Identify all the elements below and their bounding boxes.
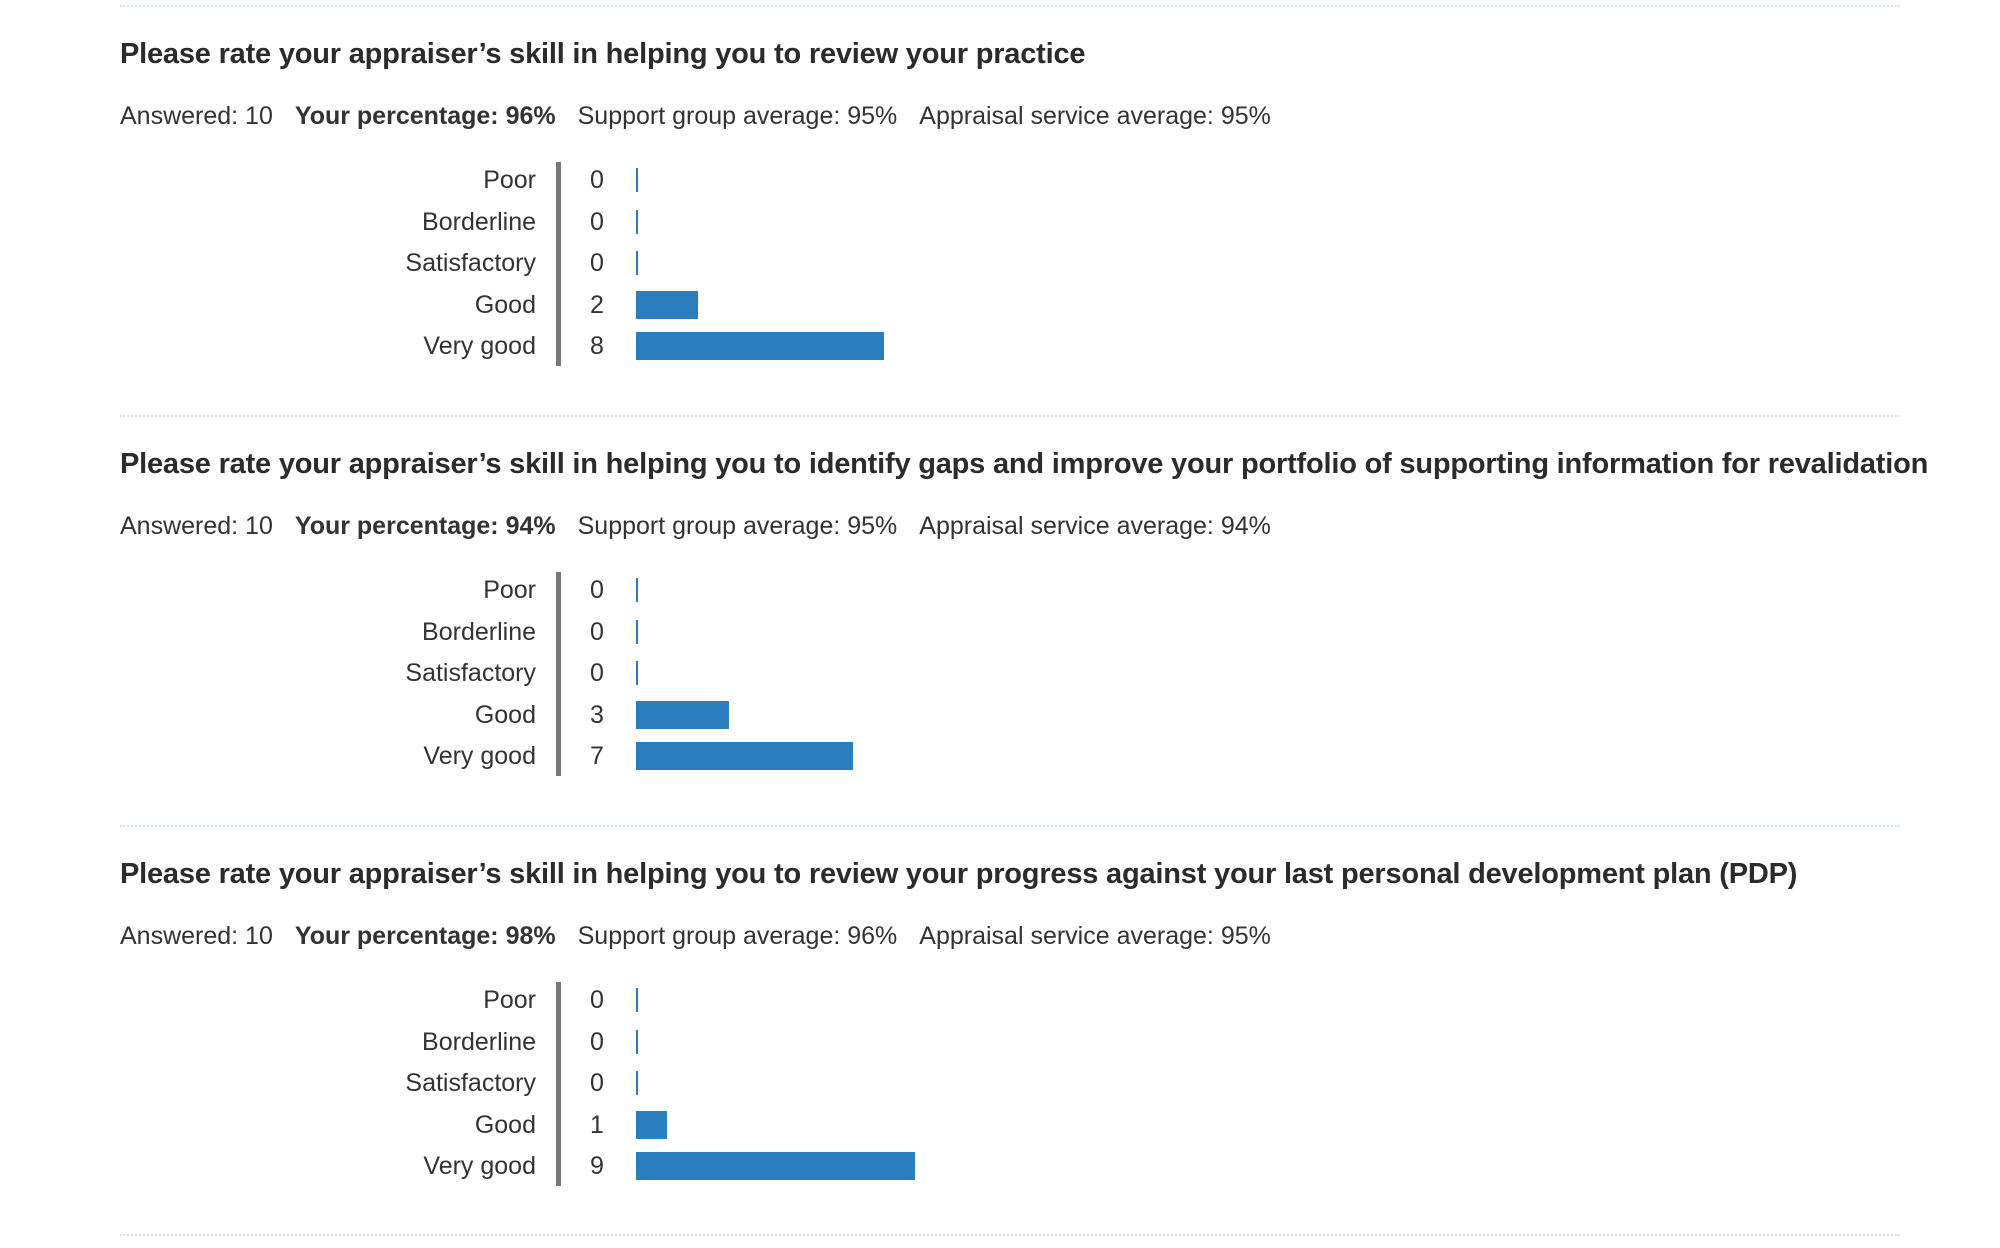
stats-row: Answered: 10 Your percentage: 98% Support … <box>120 922 1293 951</box>
answered-count: Answered: 10 <box>120 102 273 130</box>
section-divider <box>120 415 1900 417</box>
question-title: Please rate your appraiser’s skill in he… <box>120 38 1086 70</box>
category-label: Good <box>474 700 536 729</box>
stats-row: Answered: 10 Your percentage: 94% Support … <box>120 512 1293 541</box>
your-percentage: Your percentage: 98% <box>294 922 556 950</box>
bar <box>636 1152 915 1180</box>
category-label: Poor <box>483 986 536 1014</box>
chart-axis <box>556 982 561 1186</box>
your-percentage: Your percentage: 94% <box>294 512 556 540</box>
count-label: 0 <box>590 986 604 1014</box>
count-label: 7 <box>590 742 604 770</box>
category-label: Satisfactory <box>405 659 536 687</box>
bar <box>636 661 638 685</box>
bar <box>636 332 884 360</box>
bar-chart: Poor 0 Borderline 0 Satisfactory 0 Good 1 Very g… <box>0 980 2000 1190</box>
count-label: 2 <box>590 290 604 319</box>
bar <box>636 251 638 275</box>
bar <box>636 742 853 770</box>
bar-chart: Poor 0 Borderline 0 Satisfactory 0 Good 2 Very g… <box>0 160 2000 370</box>
chart-axis <box>556 572 561 776</box>
your-percentage: Your percentage: 96% <box>294 102 556 130</box>
bar <box>636 1110 667 1139</box>
count-label: 0 <box>590 166 604 194</box>
bar <box>636 700 729 729</box>
appraisal-service-average: Appraisal service average: 94% <box>919 512 1271 540</box>
category-label: Very good <box>423 1152 536 1180</box>
category-label: Poor <box>483 576 536 604</box>
category-label: Very good <box>423 332 536 360</box>
answered-count: Answered: 10 <box>120 512 273 540</box>
category-label: Satisfactory <box>405 249 536 277</box>
category-label: Good <box>474 290 536 319</box>
count-label: 0 <box>590 617 604 646</box>
category-label: Poor <box>483 166 536 194</box>
category-label: Very good <box>423 742 536 770</box>
bar <box>636 1029 638 1054</box>
category-label: Borderline <box>422 1027 536 1056</box>
chart-axis <box>556 162 561 366</box>
appraisal-service-average: Appraisal service average: 95% <box>919 922 1271 950</box>
support-group-average: Support group average: 96% <box>577 922 898 950</box>
support-group-average: Support group average: 95% <box>577 102 898 130</box>
section-divider <box>120 5 1900 7</box>
count-label: 3 <box>590 700 604 729</box>
bar-chart: Poor 0 Borderline 0 Satisfactory 0 Good 3 Very g… <box>0 570 2000 780</box>
category-label: Borderline <box>422 617 536 646</box>
answered-count: Answered: 10 <box>120 922 273 950</box>
stats-row: Answered: 10 Your percentage: 96% Support … <box>120 102 1293 131</box>
category-label: Satisfactory <box>405 1069 536 1097</box>
count-label: 1 <box>590 1110 604 1139</box>
count-label: 0 <box>590 659 604 687</box>
question-title: Please rate your appraiser’s skill in he… <box>120 858 1798 890</box>
bar <box>636 619 638 644</box>
count-label: 0 <box>590 249 604 277</box>
category-label: Good <box>474 1110 536 1139</box>
bar <box>636 1071 638 1095</box>
section-divider <box>120 825 1900 827</box>
bar <box>636 988 638 1012</box>
count-label: 0 <box>590 1027 604 1056</box>
bar <box>636 168 638 192</box>
section-divider <box>120 1234 1900 1236</box>
bar <box>636 209 638 234</box>
question-title: Please rate your appraiser’s skill in he… <box>120 448 1929 480</box>
bar <box>636 578 638 602</box>
count-label: 8 <box>590 332 604 360</box>
count-label: 9 <box>590 1152 604 1180</box>
count-label: 0 <box>590 576 604 604</box>
count-label: 0 <box>590 207 604 236</box>
count-label: 0 <box>590 1069 604 1097</box>
support-group-average: Support group average: 95% <box>577 512 898 540</box>
category-label: Borderline <box>422 207 536 236</box>
bar <box>636 290 698 319</box>
appraisal-service-average: Appraisal service average: 95% <box>919 102 1271 130</box>
